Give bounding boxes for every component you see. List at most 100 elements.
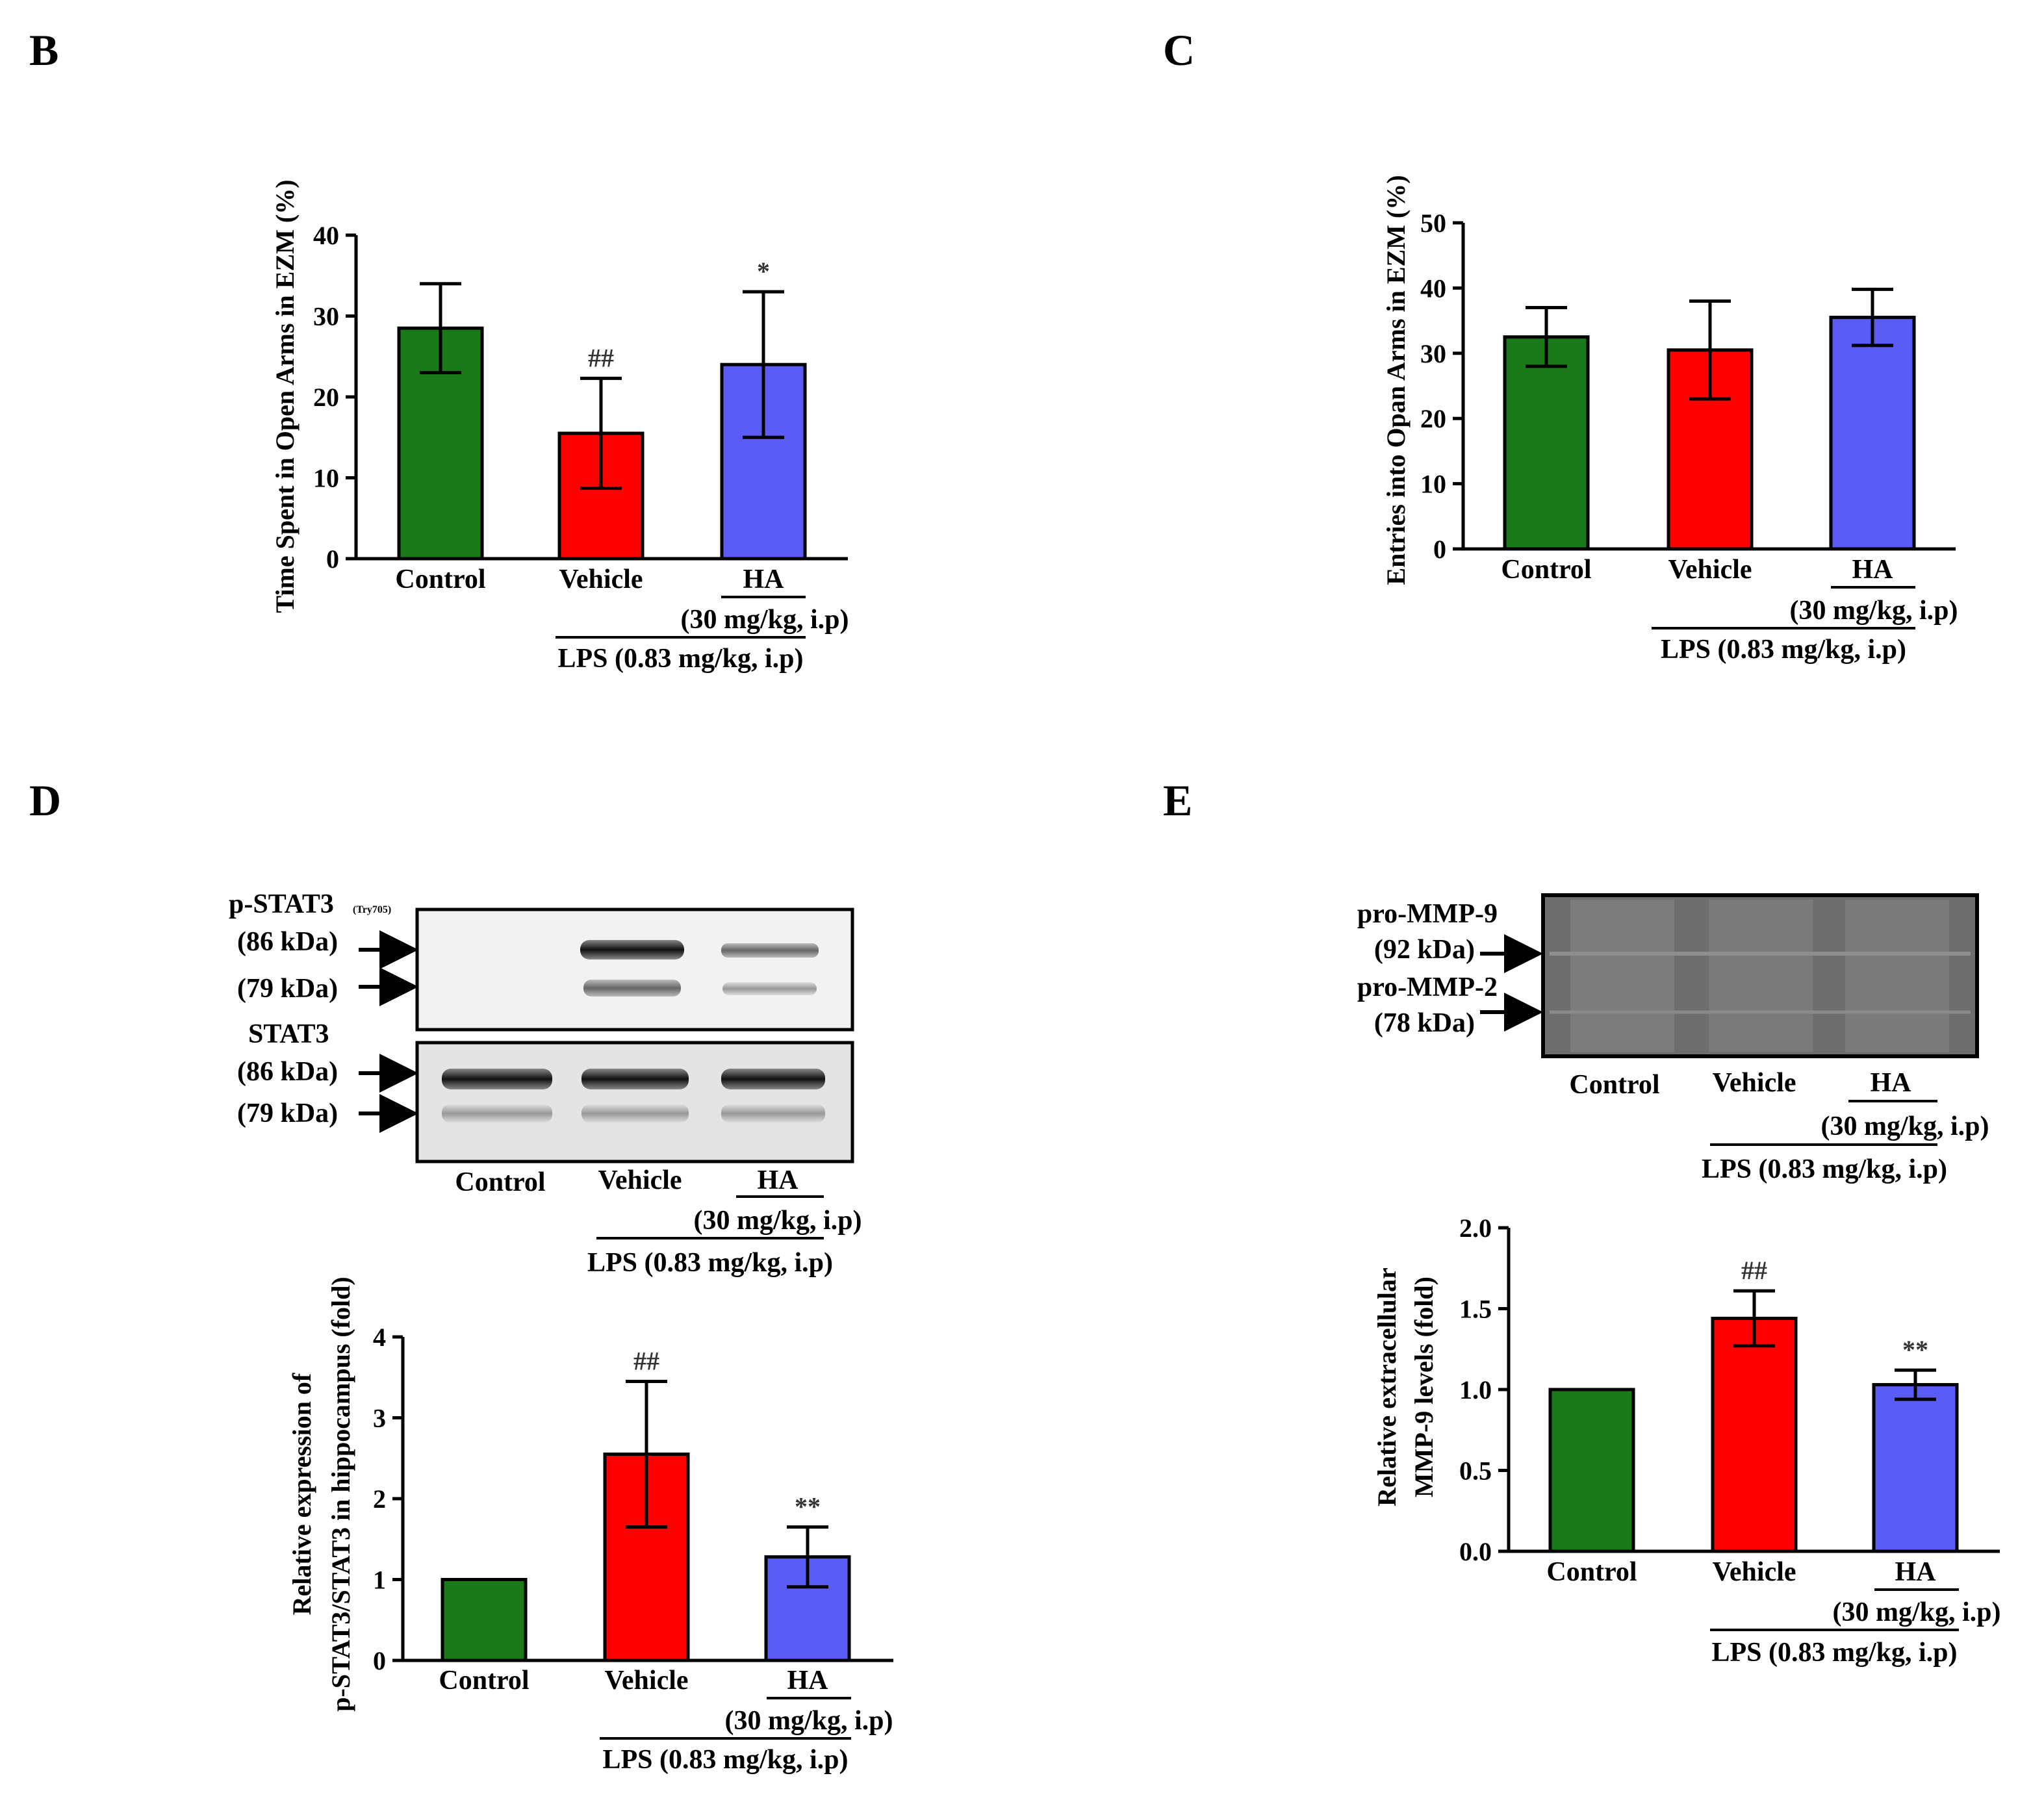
band-pstat3-vehicle-86: [580, 940, 684, 959]
zymogram-lane-ha: [1845, 900, 1949, 1052]
y-tick-label-e: 0.0: [1459, 1537, 1492, 1566]
blot-label-pstat3-subscript: (Try705): [353, 904, 391, 915]
zymo-vehicle-label: Vehicle: [1712, 1068, 1796, 1098]
significance-ha-e: **: [1902, 1335, 1928, 1364]
panel-label-b: B: [29, 25, 58, 75]
category-ha-d: HA: [787, 1666, 829, 1696]
blot-d-vehicle-label: Vehicle: [598, 1165, 682, 1195]
category-ha-e: HA: [1895, 1557, 1937, 1587]
category-ha-c: HA: [1852, 555, 1894, 585]
significance-ha-b: *: [757, 257, 770, 286]
category-control-e: Control: [1546, 1557, 1637, 1587]
chart-d: 0 1 2 3 4 ## ** Control Vehicle HA (30 mg/kg, i.p)…: [287, 1277, 893, 1775]
category-control-c: Control: [1501, 555, 1591, 585]
y-tick-label-e: 1.5: [1459, 1295, 1492, 1324]
bar-vehicle-e: [1711, 1316, 1798, 1553]
y-axis-label-line2-e: MMP-9 levels (fold): [1409, 1277, 1438, 1497]
y-tick-label-d: 2: [373, 1484, 386, 1514]
zymo-ha-dose: (30 mg/kg, i.p): [1820, 1112, 1989, 1141]
y-tick-label-e: 0.5: [1459, 1456, 1492, 1486]
chart-b: 0 10 20 30 40 ## * Control Vehicle HA (30 mg/kg, i…: [270, 179, 849, 674]
blot-pstat3-frame: [415, 908, 854, 1032]
panel-label-d: D: [29, 776, 61, 825]
y-tick-label-d: 3: [373, 1404, 386, 1433]
y-tick-label-b: 30: [313, 302, 339, 331]
significance-vehicle-e: ##: [1741, 1256, 1767, 1285]
y-tick-label-c: 0: [1433, 535, 1446, 564]
y-tick-label-c: 20: [1420, 404, 1446, 433]
band-pstat3-ha-86: [721, 943, 819, 958]
lps-label-d: LPS (0.83 mg/kg, i.p): [602, 1745, 848, 1775]
y-tick-label-d: 0: [373, 1646, 386, 1675]
y-tick-label-c: 40: [1420, 273, 1446, 303]
blot-label-pstat3: p-STAT3: [229, 889, 334, 919]
zymo-label-78kda: (78 kDa): [1374, 1008, 1475, 1038]
y-axis-label-line1-e: Relative extracellular: [1372, 1267, 1401, 1506]
blot-d-ha-dose: (30 mg/kg, i.p): [693, 1206, 862, 1236]
category-vehicle-c: Vehicle: [1668, 555, 1752, 585]
chart-e: 0.0 0.5 1.0 1.5 2.0 ## ** Control Vehicle HA (30 m…: [1372, 1213, 2001, 1668]
bar-control-c: [1503, 335, 1590, 551]
category-vehicle-e: Vehicle: [1712, 1557, 1796, 1587]
zymo-lps-label: LPS (0.83 mg/kg, i.p): [1702, 1154, 1947, 1184]
y-tick-label-d: 4: [373, 1323, 386, 1352]
blot-d-lps-label: LPS (0.83 mg/kg, i.p): [587, 1248, 833, 1278]
blot-label-86kda-b: (86 kDa): [237, 1057, 338, 1087]
zymo-label-pro-mmp9: pro-MMP-9: [1357, 899, 1498, 929]
zymo-control-label: Control: [1569, 1070, 1659, 1100]
y-tick-label-c: 50: [1420, 209, 1446, 238]
band-stat3-control-86: [442, 1069, 552, 1089]
significance-vehicle-d: ##: [633, 1346, 659, 1375]
blot-label-79kda-b: (79 kDa): [237, 1099, 338, 1128]
lps-label-b: LPS (0.83 mg/kg, i.p): [557, 644, 803, 674]
y-tick-label-c: 30: [1420, 339, 1446, 368]
lps-label-c: LPS (0.83 mg/kg, i.p): [1661, 635, 1906, 665]
zymo-label-pro-mmp2: pro-MMP-2: [1357, 972, 1498, 1002]
chart-c: 0 10 20 30 40 50 Control Vehicle HA (30 mg/kg, i.…: [1381, 175, 1958, 665]
y-tick-label-e: 1.0: [1459, 1375, 1492, 1404]
y-axis-label-c: Entries into Opan Arms in EZM (%): [1381, 175, 1411, 585]
blot-label-stat3: STAT3: [248, 1019, 329, 1049]
band-stat3-vehicle-86: [581, 1069, 689, 1089]
y-tick-label-c: 10: [1420, 470, 1446, 499]
band-stat3-ha-79: [721, 1104, 825, 1123]
bar-control-e: [1548, 1388, 1635, 1553]
band-pstat3-ha-79: [722, 982, 817, 995]
significance-vehicle-b: ##: [588, 343, 614, 372]
band-stat3-ha-86: [721, 1069, 825, 1089]
band-stat3-control-79: [442, 1104, 552, 1123]
category-ha-b: HA: [743, 565, 785, 594]
band-stat3-vehicle-79: [581, 1104, 689, 1123]
y-tick-label-e: 2.0: [1459, 1213, 1492, 1243]
ha-dose-d: (30 mg/kg, i.p): [724, 1706, 893, 1736]
zymo-ha-label: HA: [1871, 1068, 1912, 1098]
panel-label-c: C: [1163, 25, 1195, 75]
bar-ha-c: [1829, 316, 1916, 551]
band-pstat3-vehicle-79: [583, 980, 681, 997]
y-axis-label-line1-d: Relative expression of: [287, 1373, 316, 1615]
zymogram-lane-control: [1570, 900, 1674, 1052]
blot-stat3-frame: [415, 1041, 854, 1163]
zymo-label-92kda: (92 kDa): [1374, 935, 1475, 965]
blot-label-86kda: (86 kDa): [237, 927, 338, 957]
category-control-b: Control: [395, 565, 485, 594]
ha-dose-b: (30 mg/kg, i.p): [680, 605, 849, 635]
zymogram-lane-vehicle: [1709, 900, 1813, 1052]
y-tick-label-b: 10: [313, 464, 339, 493]
bar-ha-e: [1872, 1383, 1959, 1553]
y-axis-label-line2-d: p-STAT3/STAT3 in hippocampus (fold): [326, 1277, 355, 1711]
y-tick-label-b: 40: [313, 221, 339, 250]
blot-label-79kda: (79 kDa): [237, 974, 338, 1004]
blot-d-control-label: Control: [455, 1167, 545, 1197]
blot-d-ha-label: HA: [758, 1165, 799, 1195]
y-tick-label-d: 1: [373, 1566, 386, 1595]
y-axis-label-b: Time Spent in Open Arms in EZM (%): [270, 179, 300, 613]
zymogram-e: pro-MMP-9 (92 kDa) pro-MMP-2 (78 kDa) Co…: [1357, 893, 1989, 1184]
western-blot-d: p-STAT3 (Try705) (86 kDa) (79 kDa) STAT3…: [229, 889, 862, 1278]
y-tick-label-b: 20: [313, 383, 339, 412]
category-control-d: Control: [439, 1666, 529, 1696]
significance-ha-d: **: [795, 1492, 821, 1521]
category-vehicle-d: Vehicle: [604, 1666, 688, 1696]
panel-label-e: E: [1163, 776, 1192, 825]
